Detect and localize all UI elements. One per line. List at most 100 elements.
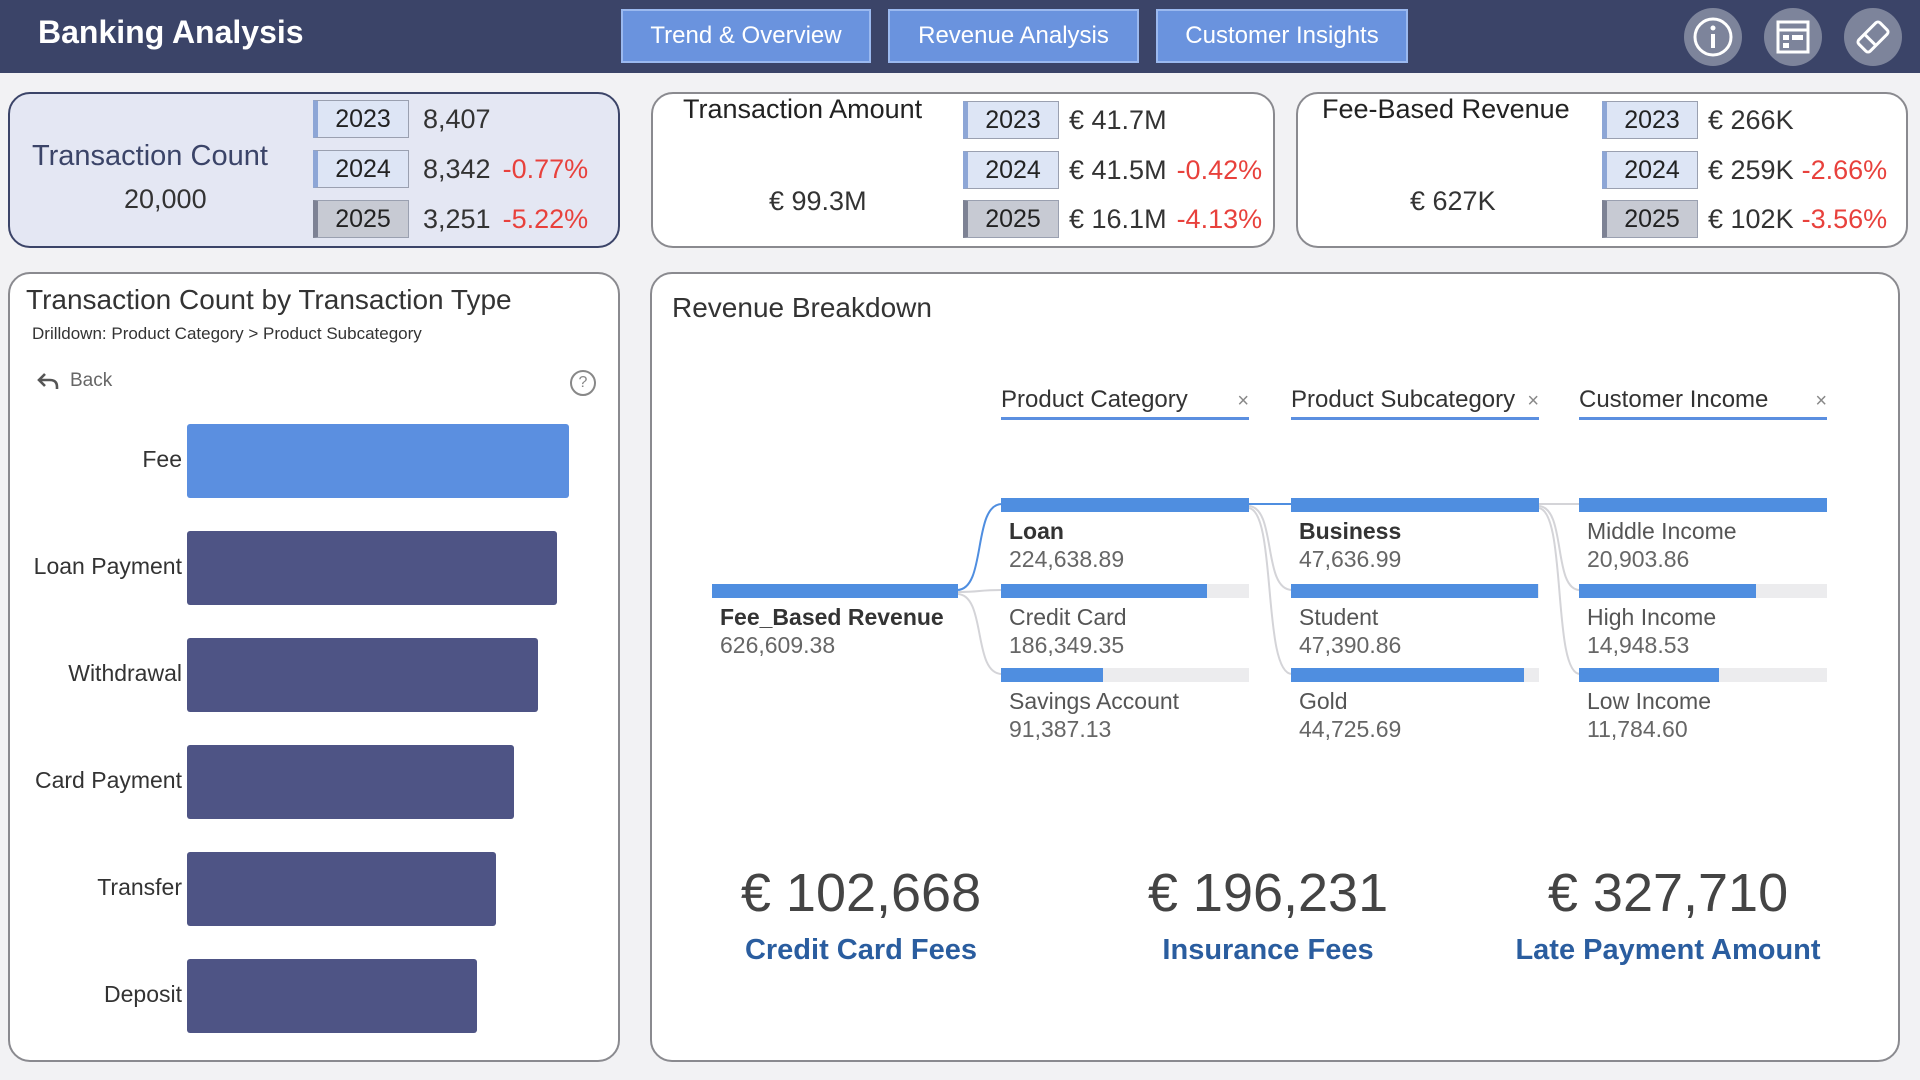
node-label: Student [1299,604,1379,630]
credit-card-fees-label: Credit Card Fees [744,934,978,966]
kpi-total: € 627K [1410,186,1496,216]
level-header-label: Product Category [1001,386,1188,413]
year-2023-slicer[interactable]: 2023 [963,101,1059,139]
tree-node-category[interactable] [1001,584,1249,598]
nav-revenue-analysis[interactable]: Revenue Analysis [888,9,1139,63]
node-value: 626,609.38 [720,632,836,658]
bar-label: Card Payment [34,767,182,793]
tree-node-category[interactable] [1001,498,1249,512]
bar-deposit[interactable] [187,959,477,1033]
year-2023-slicer[interactable]: 2023 [313,100,409,138]
tree-node-income[interactable] [1579,584,1827,598]
tree-connectors [956,503,1581,675]
node-bar [1001,584,1207,598]
kpi-card-transaction-count[interactable]: Transaction Count 20,000 2023 8,407 2024… [8,92,620,248]
tree-node-income[interactable] [1579,668,1827,682]
node-label: Fee_Based Revenue [720,604,944,630]
transaction-bar-chart: Fee Loan Payment Withdrawal Card Payment Tra… [10,274,622,1064]
tree-node-subcategory[interactable] [1291,498,1539,512]
close-icon[interactable]: × [1815,390,1827,412]
report-icon[interactable] [1764,8,1822,66]
year-2024-slicer[interactable]: 2024 [313,150,409,188]
node-bar [1291,498,1539,512]
tree-node-subcategory[interactable] [1291,584,1539,598]
eraser-icon[interactable] [1844,8,1902,66]
kpi-year-change: -3.56% [1801,203,1888,234]
kpi-year-row: 2025 € 16.1M -4.13% [963,199,1262,239]
close-icon[interactable]: × [1527,390,1539,412]
kpi-total: 20,000 [124,184,207,214]
tree-node-income[interactable] [1579,498,1827,512]
year-2024-slicer[interactable]: 2024 [963,151,1059,189]
node-label: Savings Account [1009,688,1180,714]
close-icon[interactable]: × [1237,390,1249,412]
kpi-year-value: 3,251 [423,203,491,234]
drilldown-path: Drilldown: Product Category > Product Su… [32,324,422,343]
kpi-year-change: -2.66% [1801,154,1888,185]
nav-customer-insights[interactable]: Customer Insights [1156,9,1408,63]
node-label: Middle Income [1587,518,1737,544]
tree-node-subcategory[interactable] [1291,668,1539,682]
year-2025-slicer[interactable]: 2025 [1602,200,1698,238]
node-bar [1579,498,1827,512]
node-value: 20,903.86 [1587,546,1690,572]
info-icon[interactable] [1684,8,1742,66]
bar-withdrawal[interactable] [187,638,538,712]
kpi-year-value: € 266K [1708,104,1794,135]
level-header-label: Product Subcategory [1291,386,1516,413]
kpi-year-value: € 16.1M [1069,203,1167,234]
node-value: 47,636.99 [1299,546,1402,572]
node-label: High Income [1587,604,1717,630]
year-2023-slicer[interactable]: 2023 [1602,101,1698,139]
node-label: Loan [1009,518,1064,544]
kpi-title: Fee-Based Revenue [1322,94,1570,124]
bar-label: Fee [142,446,182,472]
node-value: 14,948.53 [1587,632,1690,658]
transaction-type-panel: Transaction Count by Transaction Type Dr… [8,272,620,1062]
revenue-breakdown-panel: Revenue Breakdown Product Category × Pro… [650,272,1900,1062]
insurance-fees-value: € 196,231 [1147,863,1389,923]
node-value: 91,387.13 [1009,716,1112,742]
tree-node-root[interactable] [712,584,958,598]
kpi-year-row: 2024 € 259K -2.66% [1602,150,1887,190]
level-header-product-category[interactable]: Product Category × [1001,386,1249,420]
bar-loan-payment[interactable] [187,531,557,605]
node-bar [1579,668,1719,682]
bar-transfer[interactable] [187,852,496,926]
credit-card-fees-value: € 102,668 [740,863,982,923]
panel-title: Transaction Count by Transaction Type [26,284,512,315]
back-label: Back [70,370,113,391]
year-2025-slicer[interactable]: 2025 [313,200,409,238]
node-bar [712,584,958,598]
node-value: 186,349.35 [1009,632,1125,658]
late-payment-amount-value: € 327,710 [1547,863,1789,923]
year-2025-slicer[interactable]: 2025 [963,200,1059,238]
bar-fee[interactable] [187,424,569,498]
back-arrow-icon [37,373,59,389]
bar-card-payment[interactable] [187,745,514,819]
top-bar: Banking Analysis Trend & Overview Revenu… [0,0,1920,73]
kpi-card-fee-revenue[interactable]: Fee-Based Revenue € 627K 2023 € 266K 202… [1296,92,1908,248]
nav-trend-overview[interactable]: Trend & Overview [621,9,871,63]
kpi-year-change: -0.42% [1176,154,1263,185]
tree-node-category[interactable] [1001,668,1249,682]
back-button[interactable]: Back [36,370,112,392]
kpi-year-value: 8,342 [423,153,491,184]
kpi-card-transaction-amount[interactable]: Transaction Amount € 99.3M 2023 € 41.7M … [651,92,1275,248]
bar-label: Deposit [104,981,182,1007]
year-2024-slicer[interactable]: 2024 [1602,151,1698,189]
node-bar [1001,668,1103,682]
node-bar [1291,668,1525,682]
late-payment-amount-label: Late Payment Amount [1515,934,1821,966]
level-header-label: Customer Income [1579,386,1769,413]
node-value: 224,638.89 [1009,546,1125,572]
node-label: Gold [1299,688,1348,714]
kpi-year-row: 2025 3,251 -5.22% [313,199,588,239]
help-icon[interactable]: ? [570,370,596,396]
kpi-year-row: 2023 € 41.7M [963,100,1167,140]
node-bar [1579,584,1757,598]
level-header-customer-income[interactable]: Customer Income × [1579,386,1827,420]
insurance-fees-label: Insurance Fees [1162,934,1374,966]
level-header-product-subcategory[interactable]: Product Subcategory × [1291,386,1539,420]
kpi-year-value: € 41.7M [1069,104,1167,135]
